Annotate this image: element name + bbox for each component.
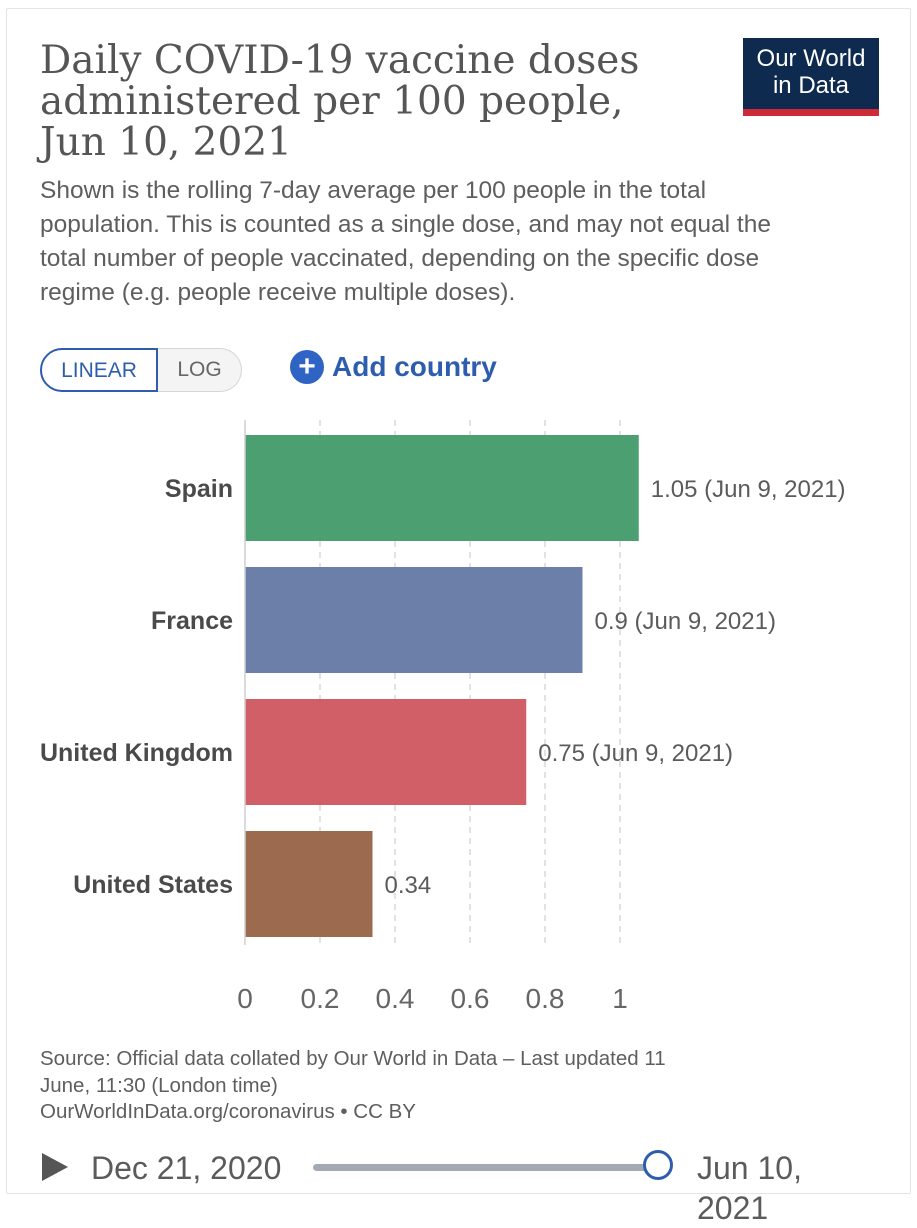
add-country-label: Add country — [332, 351, 497, 382]
label-layer: Spain 1.05 (Jun 9, 2021) France 0.9 (Jun 9,… — [40, 475, 846, 899]
bar-france[interactable] — [245, 567, 583, 673]
source-link[interactable]: OurWorldInData.org/coronavirus • CC BY — [40, 1100, 416, 1123]
bar-united-states[interactable] — [245, 831, 373, 937]
source-line-2: June, 11:30 (London time) — [40, 1073, 278, 1097]
timeline-handle[interactable] — [643, 1150, 673, 1180]
bar-spain[interactable] — [245, 435, 639, 541]
category-label[interactable]: United States — [73, 871, 233, 899]
linear-scale-button[interactable]: LINEAR — [40, 348, 158, 392]
scale-toggle: LINEAR LOG — [40, 348, 242, 392]
category-label[interactable]: France — [151, 607, 233, 635]
bar-layer — [245, 435, 639, 937]
add-country-button[interactable]: + Add country — [290, 350, 497, 384]
source-note: Source: Official data collated by Our Wo… — [40, 1046, 820, 1126]
chart-title: Daily COVID-19 vaccine doses administere… — [40, 38, 640, 165]
value-label: 1.05 (Jun 9, 2021) — [651, 476, 846, 503]
source-line-1: Source: Official data collated by Our Wo… — [40, 1047, 666, 1070]
timeline-end-date: Jun 10, 2021 — [697, 1150, 802, 1226]
value-label: 0.9 (Jun 9, 2021) — [595, 608, 776, 635]
chart-subtitle: Shown is the rolling 7-day average per 1… — [40, 177, 771, 306]
category-label[interactable]: Spain — [165, 475, 233, 503]
x-tick-label: 1 — [612, 983, 628, 1014]
log-scale-button[interactable]: LOG — [158, 348, 242, 392]
owid-logo[interactable]: Our World in Data — [743, 38, 879, 116]
x-tick-label: 0.8 — [526, 983, 565, 1014]
value-label: 0.75 (Jun 9, 2021) — [538, 740, 733, 767]
play-icon[interactable] — [42, 1153, 68, 1181]
category-label[interactable]: United Kingdom — [40, 739, 233, 767]
timeline-start-date: Dec 21, 2020 — [91, 1150, 282, 1186]
value-label: 0.34 — [385, 872, 432, 899]
bar-chart: Spain 1.05 (Jun 9, 2021) France 0.9 (Jun 9,… — [40, 420, 846, 1014]
tick-layer: 0 0.2 0.4 0.6 0.8 1 — [237, 983, 628, 1014]
timeline: Dec 21, 2020 Jun 10, 2021 — [40, 1140, 880, 1226]
plus-icon: + — [290, 350, 324, 384]
logo-line2: in Data — [772, 72, 850, 99]
x-tick-label: 0.6 — [451, 983, 490, 1014]
x-tick-label: 0.4 — [376, 983, 415, 1014]
x-tick-label: 0.2 — [301, 983, 340, 1014]
timeline-track[interactable] — [313, 1164, 660, 1171]
logo-line1: Our World — [756, 45, 866, 72]
bar-united-kingdom[interactable] — [245, 699, 527, 805]
x-tick-label: 0 — [237, 983, 253, 1014]
